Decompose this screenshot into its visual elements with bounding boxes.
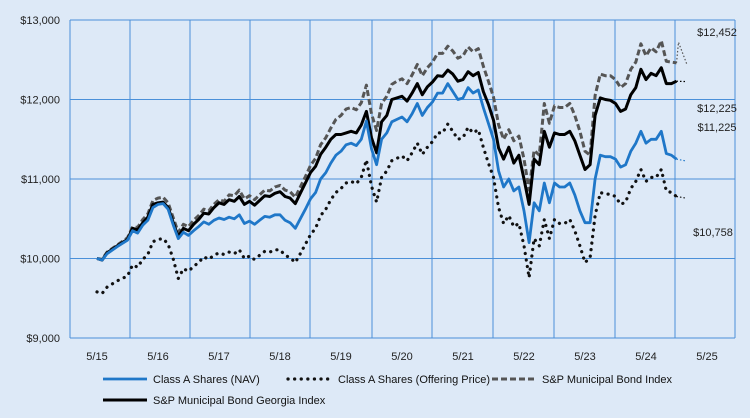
x-tick-label: 5/25 bbox=[696, 351, 717, 363]
x-tick-label: 5/19 bbox=[330, 351, 351, 363]
legend-label: S&P Municipal Bond Index bbox=[542, 374, 673, 386]
end-value-label: $11,225 bbox=[698, 122, 737, 134]
x-tick-label: 5/18 bbox=[269, 351, 290, 363]
y-tick-label: $13,000 bbox=[20, 15, 60, 27]
end-value-label: $12,225 bbox=[697, 103, 737, 115]
y-tick-label: $11,000 bbox=[21, 174, 60, 186]
end-value-labels: $11,225 $10,758 $12,452 $12,225 bbox=[693, 27, 737, 239]
x-tick-label: 5/15 bbox=[86, 351, 107, 363]
legend-label: Class A Shares (NAV) bbox=[153, 374, 260, 386]
y-tick-label: $9,000 bbox=[26, 333, 60, 345]
x-axis-ticks: 5/15 5/16 5/17 5/18 5/19 5/20 5/21 5/22 5/23 5/24… bbox=[86, 351, 717, 363]
x-tick-label: 5/23 bbox=[574, 351, 595, 363]
series-tail bbox=[675, 42, 688, 64]
x-tick-label: 5/21 bbox=[452, 351, 473, 363]
series-lines bbox=[95, 39, 679, 296]
x-tick-label: 5/22 bbox=[513, 351, 534, 363]
legend: Class A Shares (NAV) Class A Shares (Offe… bbox=[103, 374, 673, 407]
x-tick-label: 5/24 bbox=[635, 351, 656, 363]
y-tick-label: $12,000 bbox=[20, 95, 60, 107]
series-tails bbox=[675, 42, 688, 199]
legend-label: S&P Municipal Bond Georgia Index bbox=[153, 395, 326, 407]
y-axis-ticks: $9,000 $10,000 $11,000 $12,000 $13,000 bbox=[20, 15, 60, 345]
gridlines bbox=[69, 19, 736, 339]
series-line bbox=[96, 39, 677, 261]
legend-label: Class A Shares (Offering Price) bbox=[338, 374, 490, 386]
end-value-label: $12,452 bbox=[697, 27, 737, 39]
series-line bbox=[95, 122, 679, 296]
x-tick-label: 5/20 bbox=[391, 351, 412, 363]
y-tick-label: $10,000 bbox=[20, 254, 60, 266]
x-tick-label: 5/17 bbox=[208, 351, 229, 363]
x-tick-label: 5/16 bbox=[147, 351, 168, 363]
series-line bbox=[96, 82, 678, 262]
series-line bbox=[96, 66, 678, 262]
end-value-label: $10,758 bbox=[693, 227, 733, 239]
